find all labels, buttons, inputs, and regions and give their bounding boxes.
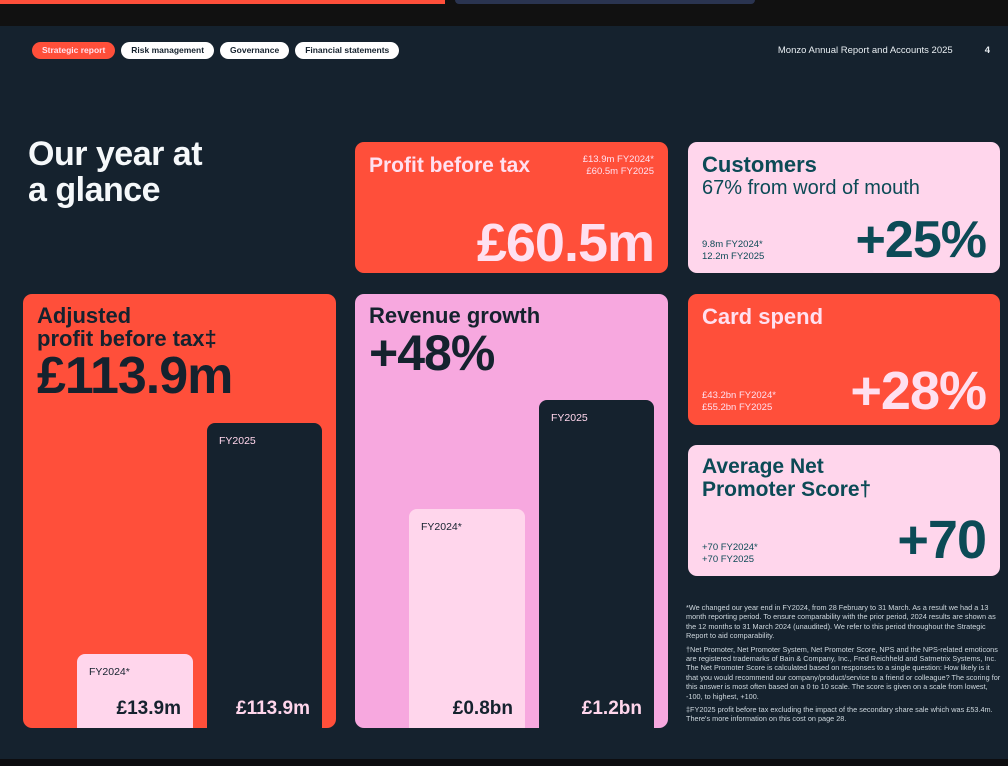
revenue-bar-fy2024-value: £0.8bn	[452, 698, 513, 719]
bottom-strip	[0, 759, 1008, 766]
top-strip-accent	[0, 0, 445, 4]
tab-strategic-report[interactable]: Strategic report	[32, 42, 116, 59]
profit-value: £60.5m	[476, 213, 655, 273]
page-header-right: Monzo Annual Report and Accounts 2025 4	[778, 45, 990, 56]
nps-label-line-2: Promoter Score†	[702, 478, 872, 501]
adjusted-value: £113.9m	[37, 347, 233, 405]
nps-note-fy2025: +70 FY2025	[702, 554, 755, 565]
cardspend-note-fy2024: £43.2bn FY2024*	[702, 390, 776, 401]
customers-subtitle: 67% from word of mouth	[702, 177, 920, 199]
tab-risk-management[interactable]: Risk management	[121, 42, 215, 59]
page-title-line-1: Our year at	[28, 135, 203, 173]
nps-value: +70	[897, 510, 987, 570]
customers-label: Customers	[702, 152, 817, 177]
customers-card: Customers 67% from word of mouth 9.8m FY…	[688, 142, 1000, 273]
adjusted-bar-fy2025: FY2025 £113.9m	[207, 423, 322, 728]
tab-financial-statements[interactable]: Financial statements	[295, 42, 400, 59]
customers-note-fy2024: 9.8m FY2024*	[702, 239, 763, 250]
revenue-bar-fy2025: FY2025 £1.2bn	[539, 400, 654, 728]
footnote-year-end: *We changed our year end in FY2024, from…	[686, 603, 996, 641]
document-title: Monzo Annual Report and Accounts 2025	[777, 45, 953, 56]
footnote-adjusted-profit: ‡FY2025 profit before tax excluding the …	[686, 705, 993, 724]
adjusted-bar-fy2025-label: FY2025	[219, 435, 256, 447]
page-number: 4	[984, 45, 990, 56]
adjusted-bar-fy2024-label: FY2024*	[89, 666, 130, 678]
adjusted-label-line-2: profit before tax‡	[37, 326, 217, 351]
revenue-bar-fy2025-value: £1.2bn	[581, 698, 642, 719]
cardspend-label: Card spend	[702, 304, 824, 329]
adjusted-bar-fy2025-value: £113.9m	[236, 698, 310, 719]
revenue-bar-fy2024: FY2024* £0.8bn	[409, 509, 525, 728]
tab-governance[interactable]: Governance	[220, 42, 290, 59]
revenue-value: +48%	[369, 325, 495, 381]
cardspend-value: +28%	[850, 361, 987, 421]
profit-label: Profit before tax	[369, 154, 531, 177]
cardspend-note-fy2025: £55.2bn FY2025	[702, 402, 773, 413]
nps-label-line-1: Average Net	[702, 455, 824, 478]
section-nav: Strategic report Risk management Governa…	[32, 42, 400, 59]
nps-card: Average Net Promoter Score† +70 FY2024* …	[688, 445, 1000, 576]
profit-before-tax-card: Profit before tax £13.9m FY2024* £60.5m …	[355, 142, 668, 273]
revenue-label: Revenue growth	[369, 303, 541, 328]
customers-note-fy2025: 12.2m FY2025	[702, 251, 765, 262]
page-title: Our year at a glance	[28, 135, 203, 209]
page-title-line-2: a glance	[28, 171, 161, 209]
profit-note-fy2024: £13.9m FY2024*	[582, 154, 654, 165]
revenue-bar-fy2025-label: FY2025	[551, 412, 588, 424]
revenue-bar-fy2024-label: FY2024*	[421, 521, 462, 534]
footnotes: *We changed our year end in FY2024, from…	[686, 603, 1002, 728]
footnote-nps-trademark: †Net Promoter, Net Promoter System, Net …	[686, 644, 1001, 701]
report-page: Strategic report Risk management Governa…	[0, 26, 1008, 759]
revenue-growth-card: Revenue growth +48% FY2024* £0.8bn FY202…	[355, 294, 668, 728]
adjusted-label-line-1: Adjusted	[37, 303, 132, 328]
nps-note-fy2024: +70 FY2024*	[702, 542, 758, 553]
top-strip	[0, 0, 1008, 26]
profit-note-fy2025: £60.5m FY2025	[586, 166, 654, 177]
adjusted-bar-fy2024: FY2024* £13.9m	[77, 654, 193, 728]
adjusted-bar-fy2024-value: £13.9m	[116, 698, 181, 719]
customers-value: +25%	[855, 211, 987, 269]
adjusted-profit-card: Adjusted profit before tax‡ £113.9m FY20…	[23, 294, 336, 728]
top-strip-tab	[455, 0, 755, 4]
card-spend-card: Card spend £43.2bn FY2024* £55.2bn FY202…	[688, 294, 1000, 425]
